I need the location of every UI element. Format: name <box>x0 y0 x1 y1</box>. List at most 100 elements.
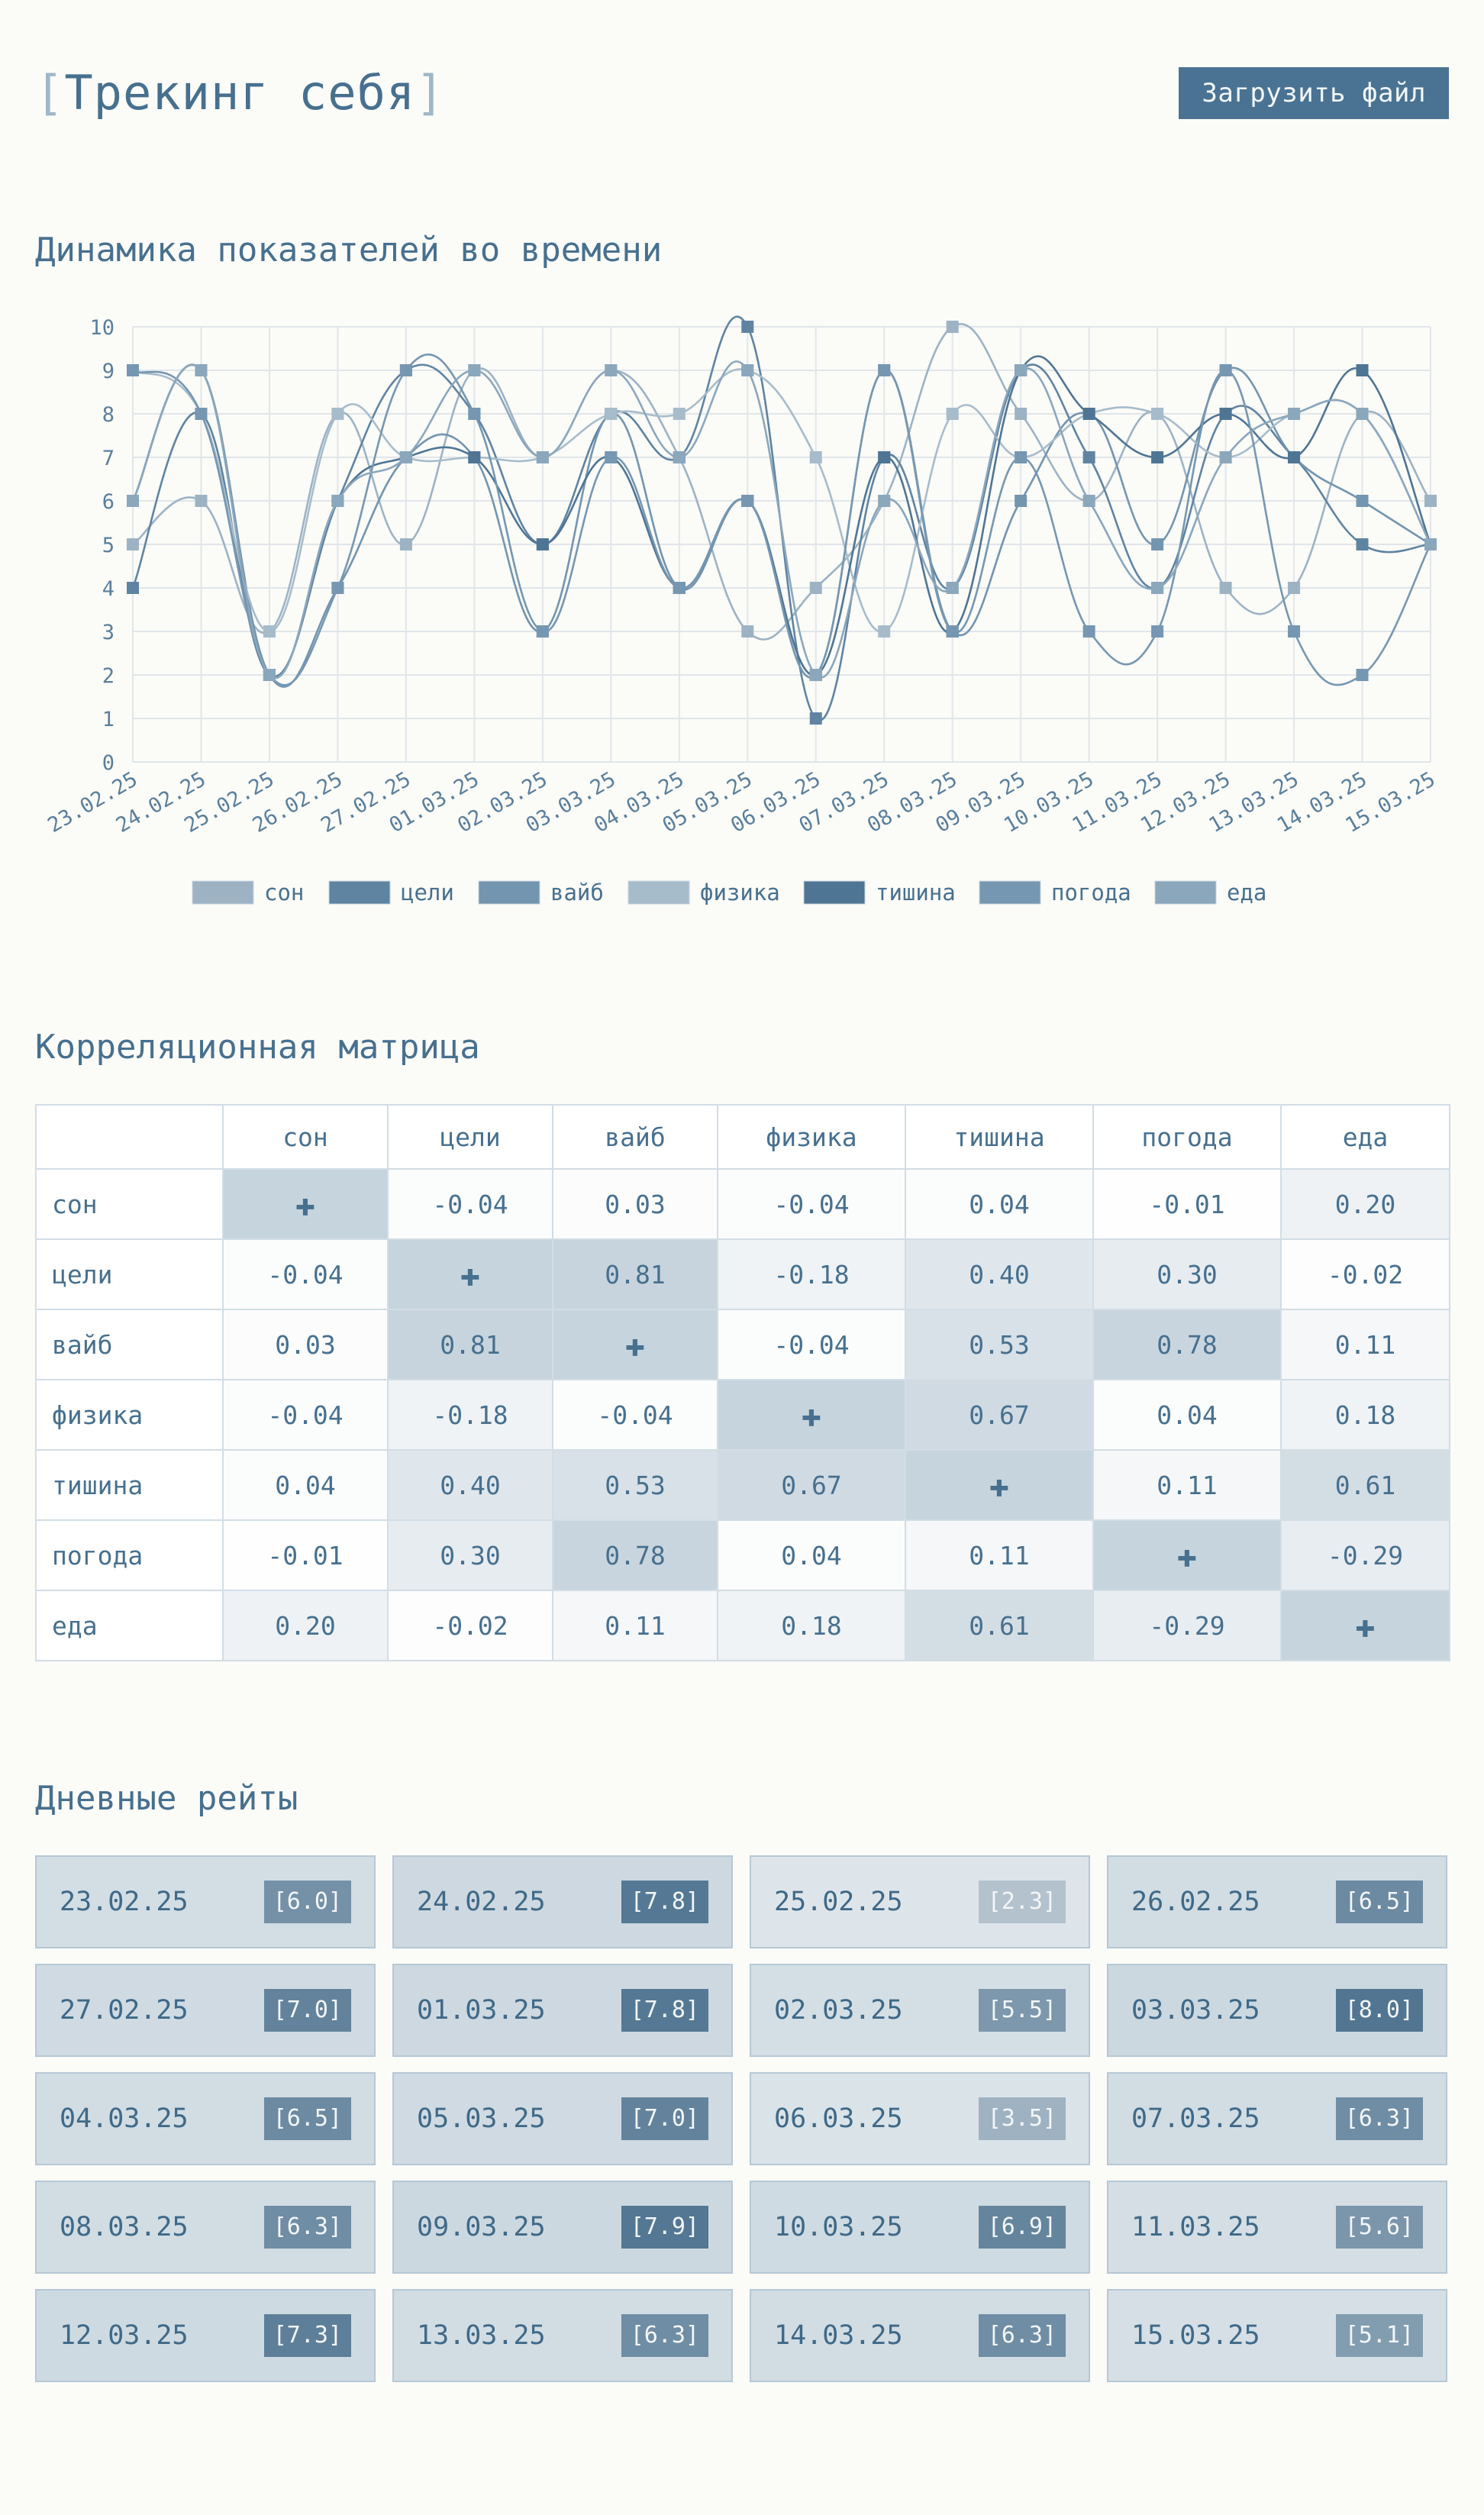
data-point <box>673 582 686 594</box>
data-point <box>878 495 891 507</box>
legend-swatch <box>328 880 391 905</box>
rating-date: 11.03.25 <box>1131 2212 1260 2242</box>
matrix-cell: 0.61 <box>1280 1449 1450 1521</box>
matrix-cell: 0.11 <box>905 1519 1094 1591</box>
data-point <box>809 582 822 594</box>
data-point <box>399 538 412 550</box>
rating-card: 11.03.25 [5.6] <box>1107 2181 1447 2274</box>
data-point <box>673 451 686 463</box>
rating-date: 12.03.25 <box>60 2320 189 2351</box>
rating-badge: [2.3] <box>978 1881 1066 1923</box>
rating-badge: [6.3] <box>1335 2097 1423 2140</box>
data-point <box>468 408 481 420</box>
rating-date: 04.03.25 <box>60 2103 189 2134</box>
data-point <box>878 364 891 376</box>
data-point <box>399 364 412 376</box>
rating-card: 24.02.25 [7.8] <box>392 1855 733 1948</box>
plus-icon: ✚ <box>1355 1606 1376 1645</box>
rating-badge: [6.0] <box>263 1881 351 1923</box>
matrix-cell: 0.04 <box>905 1168 1094 1240</box>
rating-date: 03.03.25 <box>1131 1995 1260 2026</box>
rating-date: 07.03.25 <box>1131 2103 1260 2134</box>
data-point <box>1151 538 1164 550</box>
data-point <box>331 495 344 507</box>
page-title: [Трекинг себя] <box>35 63 445 124</box>
data-point <box>1356 495 1369 507</box>
rating-date: 09.03.25 <box>417 2212 546 2242</box>
matrix-cell: 0.30 <box>1092 1238 1282 1310</box>
y-tick-label: 0 <box>102 751 115 775</box>
data-point <box>809 669 822 681</box>
matrix-cell: 0.04 <box>222 1449 389 1521</box>
matrix-row-label: физика <box>35 1379 224 1451</box>
data-point <box>1151 625 1164 638</box>
data-point <box>1082 625 1095 638</box>
rating-card: 07.03.25 [6.3] <box>1107 2072 1447 2165</box>
rating-badge: [6.3] <box>263 2206 351 2249</box>
rating-badge: [7.0] <box>621 2097 708 2140</box>
data-point <box>1288 625 1301 638</box>
rating-date: 06.03.25 <box>774 2103 903 2134</box>
header: [Трекинг себя] Загрузить файл <box>35 63 1449 124</box>
legend-label: цели <box>401 880 454 906</box>
y-tick-label: 4 <box>102 577 115 601</box>
data-point <box>1015 408 1028 420</box>
rating-card: 26.02.25 [6.5] <box>1107 1855 1447 1948</box>
y-tick-label: 6 <box>102 490 115 514</box>
matrix-cell: 0.11 <box>1280 1309 1450 1380</box>
upload-file-button[interactable]: Загрузить файл <box>1179 67 1449 119</box>
data-point <box>127 495 139 507</box>
data-point <box>1424 538 1437 550</box>
matrix-diagonal-cell: ✚ <box>1280 1590 1450 1661</box>
data-point <box>741 364 754 376</box>
matrix-cell: 0.04 <box>1092 1379 1282 1451</box>
correlation-matrix: сон цели вайб физика тишина погода еда сон ✚ -0.… <box>35 1104 1450 1661</box>
rating-card: 14.03.25 [6.3] <box>750 2289 1090 2382</box>
rating-card: 01.03.25 [7.8] <box>392 1964 733 2057</box>
data-point <box>946 321 959 333</box>
data-point <box>605 451 618 463</box>
rating-card: 12.03.25 [7.3] <box>35 2289 376 2382</box>
matrix-row: еда 0.20 -0.02 0.11 0.18 0.61 -0.29 ✚ <box>35 1590 1450 1661</box>
matrix-row-label: цели <box>35 1238 224 1310</box>
plus-icon: ✚ <box>624 1325 646 1364</box>
matrix-cell: -0.02 <box>387 1590 553 1661</box>
legend-label: еда <box>1227 880 1266 906</box>
legend-label: физика <box>700 880 780 906</box>
legend-swatch <box>979 880 1041 905</box>
matrix-col-header: тишина <box>905 1104 1094 1170</box>
matrix-cell: -0.29 <box>1092 1590 1282 1661</box>
matrix-cell: -0.04 <box>222 1238 389 1310</box>
data-point <box>741 321 754 333</box>
matrix-cell: 0.40 <box>387 1449 553 1521</box>
legend-swatch <box>1154 880 1217 905</box>
data-point <box>1015 495 1028 507</box>
matrix-cell: 0.04 <box>717 1519 906 1591</box>
matrix-col-header: вайб <box>552 1104 718 1170</box>
plus-icon: ✚ <box>989 1465 1010 1505</box>
rating-badge: [7.3] <box>263 2314 351 2357</box>
title-bracket-close: ] <box>415 65 445 121</box>
data-point <box>1082 495 1095 507</box>
matrix-col-header: цели <box>387 1104 553 1170</box>
rating-badge: [5.1] <box>1335 2314 1423 2357</box>
rating-date: 27.02.25 <box>60 1995 189 2026</box>
data-point <box>1356 364 1369 376</box>
data-point <box>1015 364 1028 376</box>
matrix-cell: -0.01 <box>222 1519 389 1591</box>
data-point <box>1082 408 1095 420</box>
rating-card: 03.03.25 [8.0] <box>1107 1964 1447 2057</box>
rating-date: 02.03.25 <box>774 1995 903 2026</box>
rating-date: 13.03.25 <box>417 2320 546 2351</box>
matrix-cell: 0.61 <box>905 1590 1094 1661</box>
data-point <box>331 582 344 594</box>
matrix-row: физика -0.04 -0.18 -0.04 ✚ 0.67 0.04 0.18 <box>35 1379 1450 1451</box>
rating-badge: [3.5] <box>978 2097 1066 2140</box>
rating-card: 08.03.25 [6.3] <box>35 2181 376 2274</box>
data-point <box>1356 669 1369 681</box>
rating-badge: [7.0] <box>263 1989 351 2032</box>
matrix-col-header: еда <box>1280 1104 1450 1170</box>
rating-card: 27.02.25 [7.0] <box>35 1964 376 2057</box>
data-point <box>127 538 139 550</box>
